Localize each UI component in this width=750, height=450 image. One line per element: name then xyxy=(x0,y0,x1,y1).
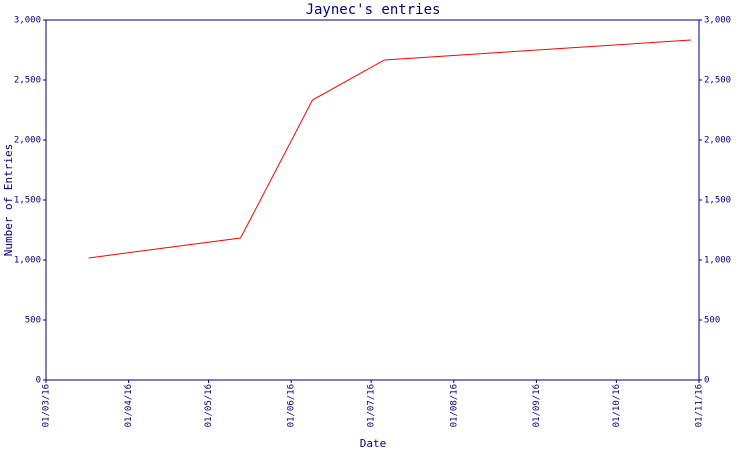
y2-tick-label: 1,000 xyxy=(704,256,731,266)
y-tick-label: 2,500 xyxy=(14,76,41,86)
y-axis-label: Number of Entries xyxy=(2,144,15,257)
y2-tick-label: 2,500 xyxy=(704,76,731,86)
x-tick-label: 01/11/16 xyxy=(695,384,705,427)
y2-tick-label: 1,500 xyxy=(704,196,731,206)
chart-title: Jaynec's entries xyxy=(306,2,441,18)
plot-frame xyxy=(45,19,700,381)
x-tick-label: 01/07/16 xyxy=(367,384,377,427)
x-tick-label: 01/06/16 xyxy=(287,384,297,427)
x-tick-label: 01/04/16 xyxy=(124,384,134,427)
x-tick-label: 01/09/16 xyxy=(532,384,542,427)
y-tick-label: 500 xyxy=(25,316,41,326)
y-tick-label: 1,500 xyxy=(14,196,41,206)
y2-tick-label: 2,000 xyxy=(704,136,731,146)
x-tick-label: 01/03/16 xyxy=(42,384,52,427)
y-tick-label: 1,000 xyxy=(14,256,41,266)
data-line xyxy=(88,39,692,259)
y2-tick-label: 0 xyxy=(704,376,709,386)
y-tick-label: 0 xyxy=(36,376,41,386)
x-tick-label: 01/08/16 xyxy=(449,384,459,427)
x-tick-label: 01/05/16 xyxy=(204,384,214,427)
y-tick-label: 3,000 xyxy=(14,16,41,26)
x-axis-label: Date xyxy=(360,437,387,450)
y-tick-label: 2,000 xyxy=(14,136,41,146)
x-tick-label: 01/10/16 xyxy=(612,384,622,427)
y2-tick-label: 500 xyxy=(704,316,720,326)
y2-tick-label: 3,000 xyxy=(704,16,731,26)
